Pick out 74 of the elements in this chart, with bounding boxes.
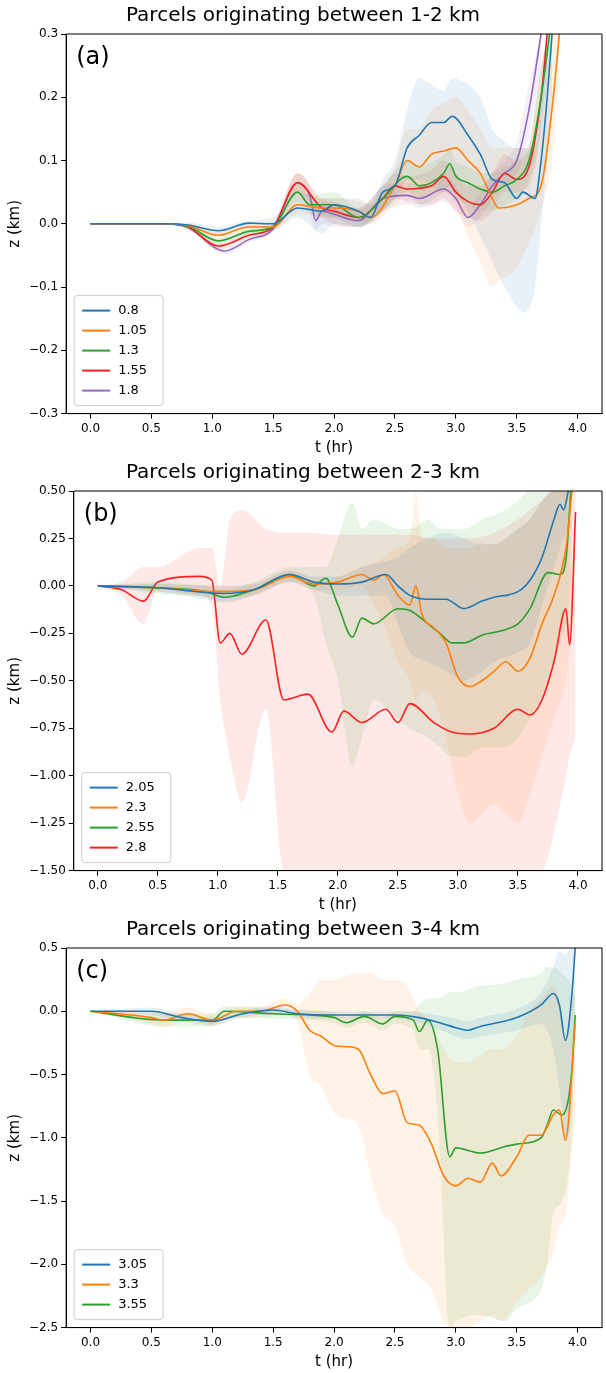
legend-label: 2.3 bbox=[125, 798, 147, 814]
legend-label: 0.8 bbox=[118, 301, 139, 317]
annotation: (c) bbox=[76, 956, 109, 985]
chart-title: Parcels originating between 1-2 km bbox=[125, 2, 481, 27]
y-tick-label: −1.0 bbox=[29, 1129, 59, 1144]
x-tick-label: 1.0 bbox=[208, 877, 228, 892]
x-tick-label: 3.5 bbox=[507, 420, 527, 435]
x-tick-label: 1.0 bbox=[202, 1334, 222, 1349]
y-tick-label: −0.75 bbox=[28, 720, 66, 735]
y-tick-label: −0.25 bbox=[28, 625, 66, 640]
y-tick-label: 0.1 bbox=[39, 152, 59, 167]
y-tick-label: 0.0 bbox=[39, 215, 59, 230]
y-tick-label: −1.5 bbox=[29, 1193, 59, 1208]
y-tick-label: −0.50 bbox=[28, 672, 66, 687]
chart-title: Parcels originating between 2-3 km bbox=[125, 459, 481, 484]
legend-label: 1.8 bbox=[118, 381, 139, 397]
x-tick-label: 4.0 bbox=[568, 1334, 588, 1349]
y-tick-label: 0.3 bbox=[39, 26, 59, 41]
x-tick-label: 2.5 bbox=[385, 1334, 405, 1349]
x-tick-label: 3.5 bbox=[507, 1334, 527, 1349]
legend-label: 3.3 bbox=[118, 1275, 139, 1291]
x-tick-label: 4.0 bbox=[568, 420, 588, 435]
y-axis-title: z (km) bbox=[4, 656, 23, 705]
x-tick-label: 3.0 bbox=[446, 420, 466, 435]
y-tick-label: −0.2 bbox=[29, 342, 59, 357]
x-tick-label: 1.5 bbox=[263, 1334, 283, 1349]
x-tick-label: 0.0 bbox=[80, 420, 101, 435]
x-tick-label: 2.0 bbox=[328, 877, 348, 892]
x-axis-title: t (hr) bbox=[318, 894, 357, 913]
legend-label: 2.05 bbox=[125, 778, 155, 794]
chart-title: Parcels originating between 3-4 km bbox=[125, 916, 481, 941]
x-tick-label: 2.5 bbox=[385, 420, 405, 435]
y-axis-title: z (km) bbox=[4, 1113, 23, 1162]
x-tick-label: 0.5 bbox=[141, 420, 161, 435]
annotation: (b) bbox=[83, 499, 118, 528]
x-tick-label: 3.5 bbox=[508, 877, 528, 892]
x-tick-label: 3.0 bbox=[446, 1334, 466, 1349]
y-tick-label: −1.25 bbox=[28, 815, 66, 830]
x-tick-label: 2.5 bbox=[388, 877, 408, 892]
y-tick-label: −0.5 bbox=[29, 1066, 59, 1081]
y-tick-label: −0.1 bbox=[29, 279, 59, 294]
legend-label: 1.3 bbox=[118, 341, 139, 357]
x-tick-label: 3.0 bbox=[448, 877, 468, 892]
annotation: (a) bbox=[76, 42, 110, 71]
x-tick-label: 2.0 bbox=[324, 420, 344, 435]
x-tick-label: 2.0 bbox=[324, 1334, 344, 1349]
x-tick-label: 0.0 bbox=[88, 877, 108, 892]
x-tick-label: 4.0 bbox=[568, 877, 588, 892]
x-axis-title: t (hr) bbox=[315, 1351, 354, 1370]
legend-label: 3.05 bbox=[118, 1255, 148, 1271]
x-tick-label: 1.5 bbox=[263, 420, 283, 435]
legend-label: 1.05 bbox=[118, 321, 148, 337]
y-tick-label: −1.00 bbox=[28, 767, 66, 782]
y-tick-label: 0.2 bbox=[39, 89, 59, 104]
y-tick-label: −2.5 bbox=[29, 1319, 59, 1334]
legend-label: 1.55 bbox=[118, 361, 148, 377]
x-tick-label: 0.5 bbox=[141, 1334, 161, 1349]
legend-label: 2.8 bbox=[125, 838, 147, 854]
y-tick-label: 0.25 bbox=[39, 530, 66, 545]
x-tick-label: 0.5 bbox=[148, 877, 168, 892]
y-tick-label: −2.0 bbox=[29, 1256, 59, 1271]
x-axis-title: t (hr) bbox=[315, 437, 354, 456]
y-tick-label: 0.50 bbox=[39, 483, 66, 498]
x-tick-label: 1.0 bbox=[202, 420, 222, 435]
y-tick-label: 0.0 bbox=[39, 1003, 59, 1018]
x-tick-label: 1.5 bbox=[268, 877, 288, 892]
legend-label: 3.55 bbox=[118, 1295, 148, 1311]
y-tick-label: 0.5 bbox=[39, 940, 59, 955]
legend-label: 2.55 bbox=[125, 818, 155, 834]
y-tick-label: −0.3 bbox=[29, 405, 59, 420]
x-tick-label: 0.0 bbox=[80, 1334, 101, 1349]
y-tick-label: −1.50 bbox=[28, 862, 66, 877]
y-axis-title: z (km) bbox=[4, 199, 23, 248]
y-tick-label: 0.00 bbox=[39, 578, 66, 593]
